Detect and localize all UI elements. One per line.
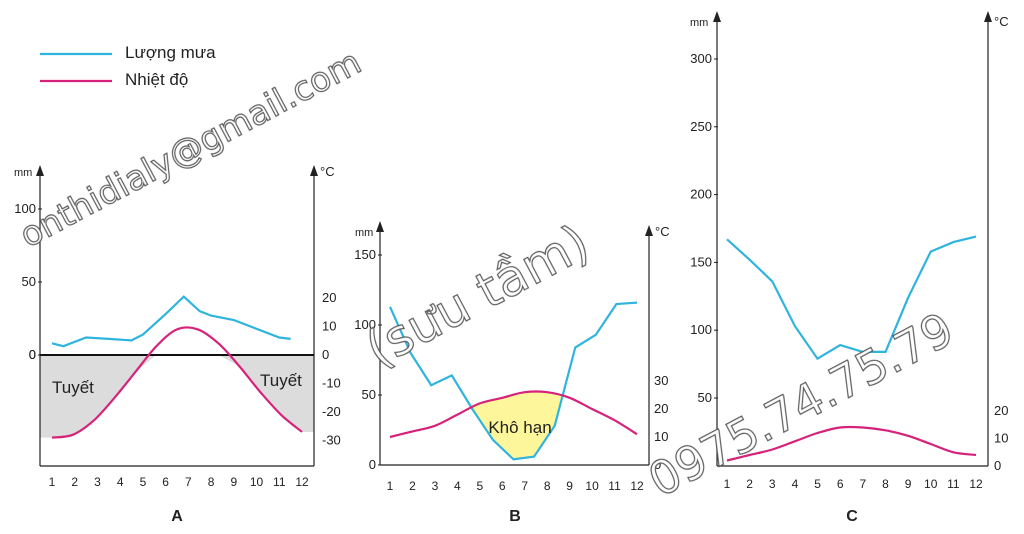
right-tick-label: 0 bbox=[654, 457, 661, 472]
x-tick-label: 2 bbox=[746, 477, 753, 491]
x-tick-label: 4 bbox=[117, 475, 124, 489]
right-tick-label: 0 bbox=[994, 458, 1001, 473]
x-tick-label: 12 bbox=[295, 475, 309, 489]
x-tick-label: 8 bbox=[544, 479, 551, 493]
x-tick-label: 2 bbox=[71, 475, 78, 489]
x-tick-label: 5 bbox=[140, 475, 147, 489]
right-axis-arrow bbox=[645, 225, 653, 236]
x-tick-label: 7 bbox=[185, 475, 192, 489]
rain-line bbox=[388, 301, 638, 461]
watermark-phone: 0975.74.75.79 bbox=[640, 302, 963, 508]
left-tick-label: 250 bbox=[690, 119, 712, 134]
x-tick-label: 6 bbox=[499, 479, 506, 493]
left-axis-arrow bbox=[713, 11, 721, 22]
rain-line bbox=[726, 235, 977, 361]
legend-temp-label: Nhiệt độ bbox=[125, 70, 188, 89]
x-tick-label: 10 bbox=[924, 477, 938, 491]
watermarks: onthidialy@gmail.com (sưu tầm) 0975.74.7… bbox=[13, 42, 963, 509]
x-tick-label: 12 bbox=[969, 477, 983, 491]
x-tick-label: 11 bbox=[273, 475, 286, 489]
left-tick-label: 200 bbox=[690, 187, 712, 202]
dry-label: Khô hạn bbox=[488, 418, 551, 437]
temp-line bbox=[51, 326, 303, 439]
legend: Lượng mưa Nhiệt độ bbox=[40, 43, 216, 89]
snow-area bbox=[40, 355, 314, 438]
right-tick-label: -10 bbox=[322, 376, 341, 391]
x-tick-label: 9 bbox=[566, 479, 573, 493]
zero-label: 0 bbox=[29, 347, 36, 362]
x-tick-label: 7 bbox=[859, 477, 866, 491]
chart-a: mm °C 1 2 3 4 5 6 7 8 9 10 11 1205010020100-10-20-3… bbox=[14, 164, 341, 525]
x-tick-label: 4 bbox=[454, 479, 461, 493]
x-tick-label: 5 bbox=[476, 479, 483, 493]
x-tick-label: 4 bbox=[792, 477, 799, 491]
right-tick-label: 30 bbox=[654, 373, 668, 388]
left-tick-label: 100 bbox=[690, 322, 712, 337]
legend-rain-label: Lượng mưa bbox=[125, 43, 216, 62]
left-tick-label: 50 bbox=[22, 274, 36, 289]
x-tick-label: 2 bbox=[409, 479, 416, 493]
x-tick-label: 10 bbox=[585, 479, 599, 493]
right-unit: °C bbox=[655, 224, 670, 239]
x-tick-label: 11 bbox=[947, 477, 960, 491]
x-tick-label: 3 bbox=[94, 475, 101, 489]
left-unit: mm bbox=[690, 17, 708, 29]
right-tick-label: 10 bbox=[994, 431, 1008, 446]
left-tick-label: 100 bbox=[14, 201, 36, 216]
snow-label-right: Tuyết bbox=[260, 371, 302, 390]
x-tick-label: 9 bbox=[905, 477, 912, 491]
chart-c: mm °C 1 2 3 4 5 6 7 8 9 10 11 125010015020025030020… bbox=[690, 11, 1009, 525]
right-tick-label: -30 bbox=[322, 433, 341, 448]
left-axis-arrow bbox=[36, 165, 44, 176]
temp-line bbox=[726, 425, 977, 462]
right-tick-label: 20 bbox=[322, 290, 336, 305]
x-tick-label: 9 bbox=[230, 475, 237, 489]
left-axis-arrow bbox=[376, 221, 384, 232]
left-tick-label: 150 bbox=[354, 247, 376, 262]
left-tick-label: 50 bbox=[698, 390, 712, 405]
left-unit: mm bbox=[355, 227, 373, 239]
x-tick-label: 12 bbox=[630, 479, 644, 493]
left-tick-label: 0 bbox=[29, 347, 36, 362]
left-tick-label: 50 bbox=[362, 387, 376, 402]
temp-line bbox=[389, 390, 638, 439]
right-axis-arrow bbox=[310, 165, 318, 176]
right-axis-arrow bbox=[984, 11, 992, 22]
right-tick-label: 10 bbox=[322, 319, 336, 334]
x-tick-label: 6 bbox=[162, 475, 169, 489]
left-tick-label: 300 bbox=[690, 51, 712, 66]
right-tick-label: -20 bbox=[322, 404, 341, 419]
x-tick-label: 1 bbox=[49, 475, 56, 489]
right-unit: °C bbox=[994, 14, 1009, 29]
right-tick-label: 0 bbox=[322, 347, 329, 362]
left-tick-label: 150 bbox=[690, 254, 712, 269]
right-tick-label: 20 bbox=[994, 403, 1008, 418]
x-tick-label: 1 bbox=[387, 479, 394, 493]
x-tick-label: 6 bbox=[837, 477, 844, 491]
x-tick-label: 3 bbox=[432, 479, 439, 493]
chart-label: A bbox=[171, 508, 183, 525]
left-tick-label: 0 bbox=[369, 457, 376, 472]
x-tick-label: 8 bbox=[208, 475, 215, 489]
chart-label: B bbox=[509, 508, 521, 525]
x-tick-label: 11 bbox=[608, 479, 621, 493]
rain-line bbox=[51, 295, 291, 348]
right-unit: °C bbox=[320, 164, 335, 179]
right-tick-label: 10 bbox=[654, 429, 668, 444]
x-tick-label: 8 bbox=[882, 477, 889, 491]
right-tick-label: 20 bbox=[654, 401, 668, 416]
watermark-source: (sưu tầm) bbox=[356, 213, 598, 378]
snow-label-left: Tuyết bbox=[52, 378, 94, 397]
x-tick-label: 3 bbox=[769, 477, 776, 491]
left-tick-label: 100 bbox=[354, 317, 376, 332]
x-tick-label: 7 bbox=[521, 479, 528, 493]
left-unit: mm bbox=[14, 167, 32, 179]
x-tick-label: 5 bbox=[814, 477, 821, 491]
chart-label: C bbox=[846, 508, 858, 525]
dry-area bbox=[471, 392, 562, 460]
x-tick-label: 1 bbox=[724, 477, 731, 491]
x-tick-label: 10 bbox=[250, 475, 264, 489]
